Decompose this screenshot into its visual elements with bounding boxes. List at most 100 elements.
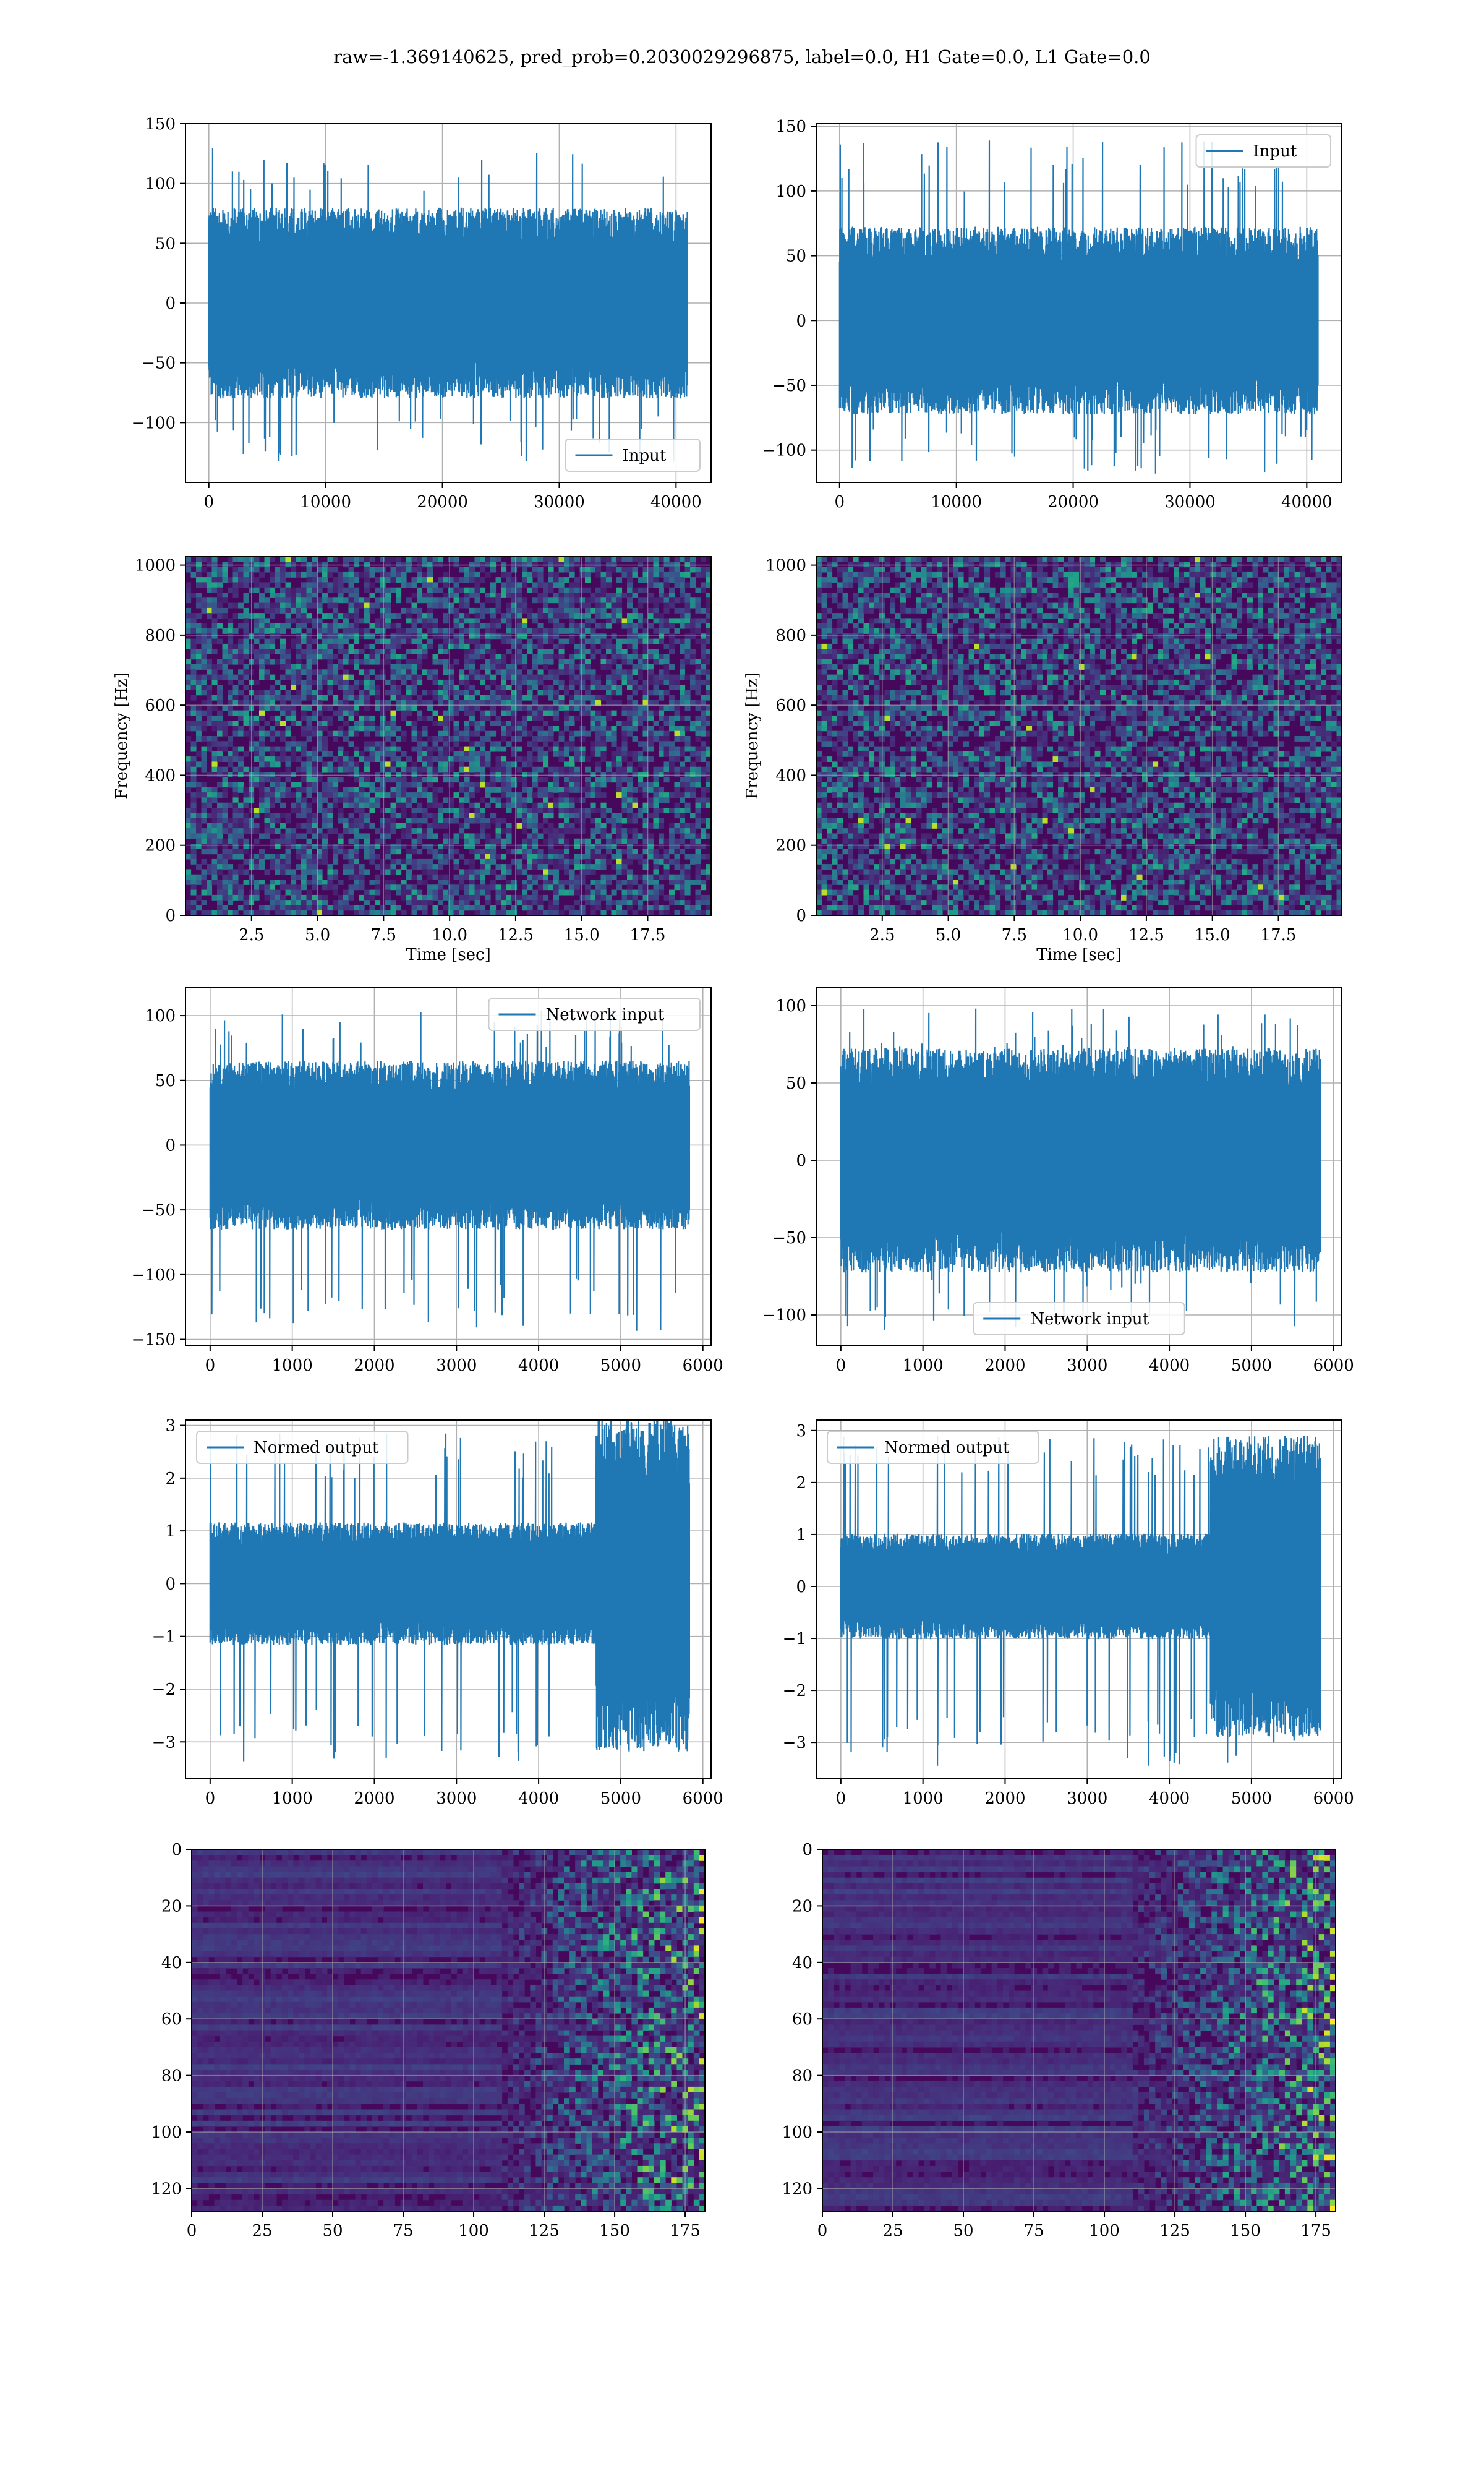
net-l1-legend: Network input [973, 1302, 1185, 1335]
feat-h1-xtick-label-0: 0 [187, 2222, 197, 2240]
norm-h1-legend: Normed output [196, 1431, 409, 1464]
net-h1-ytick-label-3: 0 [165, 1136, 176, 1155]
raw-l1-ytick-label-3: 50 [786, 247, 806, 266]
feat-l1-xtick-label-4: 100 [1089, 2222, 1120, 2240]
net-h1-legend-label: Network input [546, 1006, 665, 1024]
norm-h1-legend-label: Normed output [254, 1439, 379, 1457]
spec-l1-xtick-label-5: 15.0 [1195, 926, 1230, 944]
net-l1-frame [816, 987, 1342, 1346]
norm-h1-xtick-label-1: 1000 [272, 1789, 313, 1808]
spec-l1-heatmap [816, 557, 1342, 915]
raw-l1-ytick-label-2: 0 [796, 312, 806, 330]
raw-h1-axes: Input 0 10000 20000 30000 40000 −100 −50 0 50 100 1… [132, 115, 712, 511]
spec-h1-xtick-label-2: 7.5 [371, 926, 396, 944]
feat-l1-ytick-label-1: 20 [792, 1897, 812, 1915]
raw-h1-legend: Input [565, 439, 701, 472]
spec-l1-frame [816, 556, 1342, 916]
net-h1-ytick-label-4: 50 [155, 1072, 176, 1090]
raw-h1-ytick-label-5: 150 [145, 115, 176, 134]
spec-h1-xtick-label-3: 10.0 [432, 926, 467, 944]
feat-l1-xtick-label-2: 50 [953, 2222, 973, 2240]
spec-h1-xtick-label-6: 17.5 [630, 926, 666, 944]
raw-l1-ytick-label-1: −50 [772, 377, 806, 395]
net-l1-ytick-label-1: −50 [772, 1229, 806, 1248]
raw-h1-series-core [208, 267, 688, 340]
norm-l1-frame [816, 1419, 1342, 1779]
norm-h1-xtick-label-4: 4000 [518, 1789, 559, 1808]
norm-l1-xtick-label-6: 6000 [1313, 1789, 1354, 1808]
spec-l1-ytick-label-4: 800 [775, 627, 806, 645]
net-l1-ytick-label-4: 100 [775, 997, 806, 1016]
feat-h1-ytick-label-4: 80 [161, 2067, 182, 2086]
norm-h1-ytick-label-6: 3 [165, 1417, 176, 1436]
spec-l1-ytick-label-1: 200 [775, 837, 806, 855]
spec-h1-frame [185, 556, 712, 916]
norm-l1-ytick-label-1: −2 [783, 1682, 806, 1700]
feat-l1-xtick-label-7: 175 [1300, 2222, 1331, 2240]
feat-l1-heatmap [822, 1849, 1336, 2211]
feat-l1-ytick-label-0: 0 [802, 1841, 812, 1859]
norm-h1-ytick-label-2: −1 [152, 1628, 176, 1646]
norm-l1-xtick-label-4: 4000 [1149, 1789, 1190, 1808]
net-l1-ytick-label-0: −100 [762, 1306, 806, 1325]
spec-h1-ytick-label-4: 800 [145, 627, 176, 645]
norm-h1-xtick-label-5: 5000 [600, 1789, 641, 1808]
spec-l1-xtick-label-0: 2.5 [869, 926, 895, 944]
feat-h1-ytick-label-6: 120 [151, 2180, 182, 2198]
norm-h1-ytick-label-3: 0 [165, 1575, 176, 1593]
norm-h1-xtick-label-2: 2000 [354, 1789, 394, 1808]
spec-h1-xlabel: Time [sec] [406, 946, 491, 964]
norm-h1-ytick-label-0: −3 [152, 1733, 176, 1752]
net-h1-ytick-label-2: −50 [142, 1201, 176, 1220]
spec-l1-ytick-label-0: 0 [796, 907, 806, 925]
spec-l1-ylabel: Frequency [Hz] [743, 672, 762, 800]
net-h1-xtick-label-1: 1000 [272, 1356, 313, 1375]
feat-l1-xtick-label-0: 0 [817, 2222, 828, 2240]
spec-l1-xtick-label-4: 12.5 [1128, 926, 1164, 944]
norm-l1-ytick-label-4: 1 [796, 1526, 806, 1544]
norm-l1-legend-label: Normed output [884, 1439, 1010, 1457]
net-l1-ytick-label-2: 0 [796, 1152, 806, 1170]
feat-l1-xtick-label-6: 150 [1230, 2222, 1261, 2240]
norm-l1-ytick-label-2: −1 [783, 1630, 806, 1648]
spec-h1-ytick-label-1: 200 [145, 837, 176, 855]
raw-l1-ytick-label-4: 100 [775, 182, 806, 201]
net-l1-xtick-label-5: 5000 [1231, 1356, 1272, 1375]
norm-h1-axes: Normed output 0 1000 2000 3000 4000 5000 6000 −3… [152, 1417, 723, 1808]
raw-l1-xtick-label-1: 10000 [931, 493, 982, 511]
net-h1-xtick-label-4: 4000 [518, 1356, 559, 1375]
net-h1-xtick-label-5: 5000 [600, 1356, 641, 1375]
net-h1-xtick-label-2: 2000 [354, 1356, 394, 1375]
net-h1-xtick-label-0: 0 [205, 1356, 216, 1375]
net-l1-xtick-label-3: 3000 [1067, 1356, 1107, 1375]
norm-l1-ytick-label-3: 0 [796, 1578, 806, 1596]
feat-h1-xtick-label-6: 150 [599, 2222, 630, 2240]
net-h1-xtick-label-6: 6000 [683, 1356, 723, 1375]
raw-l1-axes: Input 0 10000 20000 30000 40000 −100 −50 0 50 100 1… [762, 118, 1342, 511]
norm-l1-ytick-label-0: −3 [783, 1734, 806, 1752]
feat-h1-ytick-label-0: 0 [171, 1841, 182, 1859]
raw-l1-ytick-label-0: −100 [762, 442, 806, 460]
net-h1-legend: Network input [488, 998, 701, 1031]
feat-l1-xtick-label-5: 125 [1159, 2222, 1190, 2240]
raw-l1-frame [816, 123, 1342, 483]
spec-h1-axes: 2.5 5.0 7.5 10.0 12.5 15.0 17.5 0 200 400 600 800 10… [113, 556, 712, 964]
spec-h1-ytick-label-3: 600 [145, 696, 176, 715]
norm-h1-burst-core [596, 1525, 689, 1642]
norm-h1-xtick-label-3: 3000 [436, 1789, 477, 1808]
net-l1-legend-label: Network input [1030, 1310, 1149, 1329]
raw-l1-xtick-label-3: 30000 [1164, 493, 1216, 511]
norm-l1-axes: Normed output 0 1000 2000 3000 4000 5000 6000 −3… [783, 1419, 1354, 1808]
norm-h1-frame [185, 1419, 712, 1779]
raw-l1-xtick-label-0: 0 [835, 493, 845, 511]
feat-h1-ytick-label-1: 20 [161, 1897, 182, 1915]
spec-h1-ytick-label-0: 0 [165, 907, 176, 925]
net-l1-xtick-label-6: 6000 [1313, 1356, 1354, 1375]
spec-l1-xtick-label-1: 5.0 [936, 926, 961, 944]
feat-h1-ytick-label-3: 60 [161, 2010, 182, 2029]
feat-h1-xtick-label-4: 100 [458, 2222, 489, 2240]
raw-h1-xtick-label-3: 30000 [534, 493, 585, 511]
raw-h1-ytick-label-1: −50 [142, 354, 176, 373]
raw-h1-legend-label: Input [623, 447, 667, 465]
